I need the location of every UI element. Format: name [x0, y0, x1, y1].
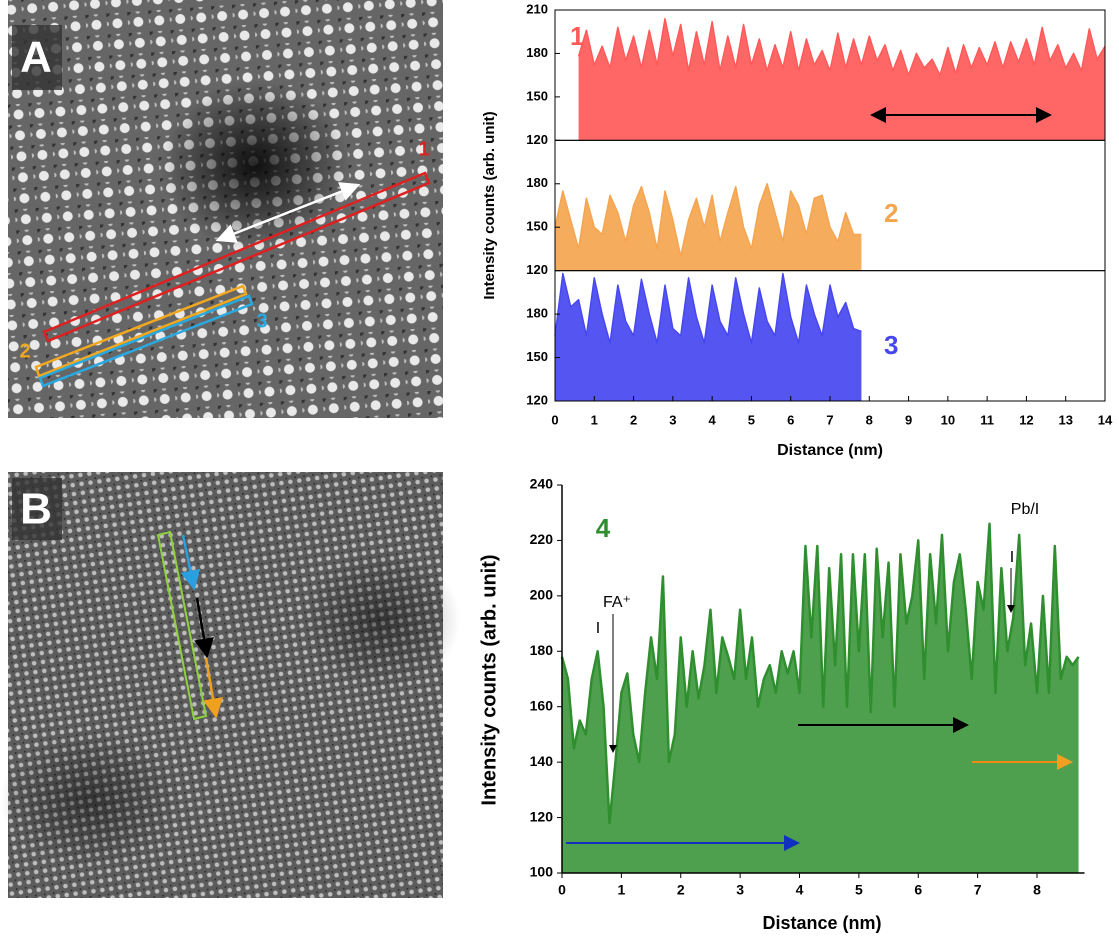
x-tick-label: 5 [855, 882, 863, 898]
x-tick-label: 4 [709, 412, 717, 427]
annotation: FA⁺ [603, 594, 631, 611]
profile-line [554, 183, 862, 257]
profile-marker: 1 [418, 138, 429, 160]
y-tick-label: 120 [526, 262, 548, 277]
x-tick-label: 3 [669, 412, 676, 427]
profile-line [554, 272, 862, 344]
y-tick-label: 120 [530, 808, 554, 824]
x-tick-label: 6 [787, 412, 794, 427]
y-tick-label: 150 [526, 219, 548, 234]
x-tick-label: 8 [1033, 882, 1041, 898]
y-tick-label: 240 [530, 476, 554, 492]
y-tick-label: 160 [530, 697, 554, 713]
y-tick-label: 220 [530, 531, 554, 547]
area [578, 18, 1105, 141]
area [562, 523, 1079, 873]
y-axis-label: Intensity counts (arb. unit) [481, 111, 498, 299]
x-tick-label: 1 [591, 412, 598, 427]
x-tick-label: 12 [1019, 412, 1033, 427]
x-tick-label: 10 [941, 412, 955, 427]
x-tick-label: 2 [677, 882, 685, 898]
profile-marker: 3 [256, 310, 267, 332]
area [555, 273, 862, 401]
y-tick-label: 210 [526, 1, 548, 16]
x-tick-label: 8 [866, 412, 873, 427]
profile-marker: 2 [19, 340, 30, 362]
profile-label: 1 [570, 21, 584, 51]
x-tick-label: 6 [914, 882, 922, 898]
panel-label: A [20, 33, 52, 82]
x-axis-label: Distance (nm) [777, 442, 883, 459]
y-tick-label: 150 [526, 88, 548, 103]
x-tick-label: 0 [558, 882, 566, 898]
micrograph-a: A 1 2 3 [8, 0, 443, 418]
profile-line [577, 17, 1106, 76]
x-tick-label: 1 [617, 882, 625, 898]
x-tick-label: 4 [796, 882, 804, 898]
y-tick-label: 180 [530, 642, 554, 658]
y-tick-label: 120 [526, 392, 548, 407]
profile-line [560, 522, 1080, 825]
profile-label: 4 [596, 513, 611, 543]
y-tick-label: 180 [526, 175, 548, 190]
micrograph-b: B [0, 472, 460, 898]
y-tick-label: 150 [526, 349, 548, 364]
y-tick-label: 120 [526, 132, 548, 147]
y-tick-label: 180 [526, 45, 548, 60]
x-tick-label: 13 [1058, 412, 1072, 427]
x-tick-label: 14 [1098, 412, 1113, 427]
y-axis-label: Intensity counts (arb. unit) [478, 554, 500, 805]
annotation: I [596, 620, 600, 637]
panel-label: B [20, 485, 52, 534]
profile-label: 2 [884, 198, 898, 228]
x-tick-label: 3 [736, 882, 744, 898]
x-tick-label: 5 [748, 412, 755, 427]
annotation: I [1010, 549, 1014, 566]
x-axis-label: Distance (nm) [762, 913, 881, 933]
y-tick-label: 180 [526, 306, 548, 321]
y-tick-label: 200 [530, 587, 554, 603]
profile-label: 3 [884, 330, 898, 360]
chart-b: 100 120 140 160 180 200 220 240 0 1 2 3 4 5 6 7 8 Distanc… [478, 476, 1085, 933]
y-tick-label: 140 [530, 753, 554, 769]
annotation: Pb/I [1011, 501, 1039, 518]
x-tick-label: 0 [551, 412, 558, 427]
area [555, 183, 862, 271]
x-tick-label: 7 [974, 882, 982, 898]
x-tick-label: 2 [630, 412, 637, 427]
x-tick-label: 11 [980, 412, 994, 427]
x-tick-label: 9 [905, 412, 912, 427]
x-tick-label: 7 [826, 412, 833, 427]
y-tick-label: 100 [530, 864, 554, 880]
